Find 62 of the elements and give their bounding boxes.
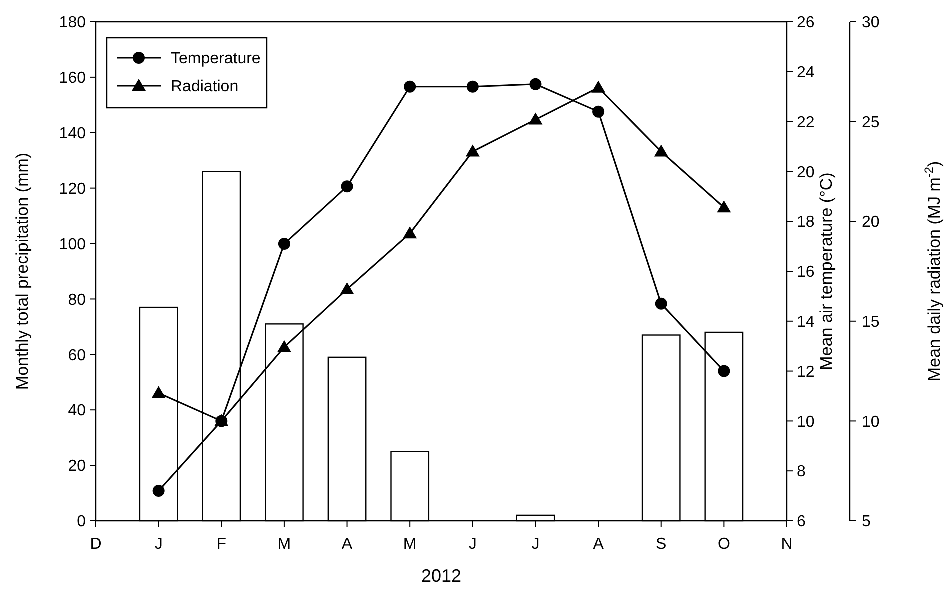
y-tick-label: 160 [59,70,86,88]
point [403,226,418,239]
y2-tick-label: 6 [797,514,806,531]
point [152,386,166,398]
x-tick-label: A [593,536,604,553]
point [592,106,605,118]
y-tick-label: 0 [77,514,86,531]
x-tick-label: A [342,536,353,553]
y2-tick-label: 10 [797,414,815,431]
y3-tick-label: 25 [862,114,880,132]
point [152,485,165,498]
y-tick-label: 120 [59,180,86,198]
point [718,365,730,378]
y2-tick-label: 14 [797,314,815,331]
legend-label: Radiation [171,78,239,96]
point [717,200,732,213]
x-tick-label: J [532,536,540,553]
x-tick-label: M [403,536,417,553]
x-tick-label: S [656,536,667,553]
point [466,144,480,157]
point [404,80,416,93]
legend-label: Temperature [171,50,261,68]
y2-tick-label: 26 [797,14,815,32]
y2-tick-label: 20 [797,164,815,182]
y3-tick-label: 5 [862,514,871,531]
y2-axis-title: Mean air temperature (°C) [817,172,836,370]
point [530,78,542,90]
x-tick-label: O [718,536,730,553]
x-axis-title: 2012 [421,566,462,586]
point [654,144,668,157]
y-axis-title: Monthly total precipitation (mm) [13,152,32,390]
y2-tick-label: 24 [797,64,815,82]
point [528,112,543,125]
y3-tick-label: 10 [862,414,880,431]
point [341,180,354,193]
point [466,80,479,93]
y3-tick-label: 20 [862,214,880,232]
y2-tick-label: 22 [797,114,815,132]
point [655,298,668,310]
y3-tick-label: 30 [862,14,880,32]
y-tick-label: 180 [59,14,86,32]
y2-tick-label: 18 [797,214,815,232]
x-tick-label: M [278,536,292,553]
point [277,340,292,352]
x-tick-label: D [90,536,102,553]
point [278,238,290,250]
y2-tick-label: 16 [797,264,815,282]
point [340,282,354,294]
x-tick-label: J [154,536,163,553]
y2-tick-label: 8 [797,464,806,481]
x-tick-label: N [781,536,793,553]
y-tick-label: 20 [68,458,86,476]
y-tick-label: 80 [68,292,86,309]
y-tick-label: 140 [59,125,86,142]
y2-tick-label: 12 [797,364,815,381]
point [592,80,606,93]
y3-tick-label: 15 [862,314,880,331]
y-tick-label: 60 [68,347,86,364]
x-tick-label: J [468,536,477,553]
x-tick-label: F [216,536,227,553]
y-tick-label: 40 [68,402,86,420]
y-tick-label: 100 [59,236,86,254]
